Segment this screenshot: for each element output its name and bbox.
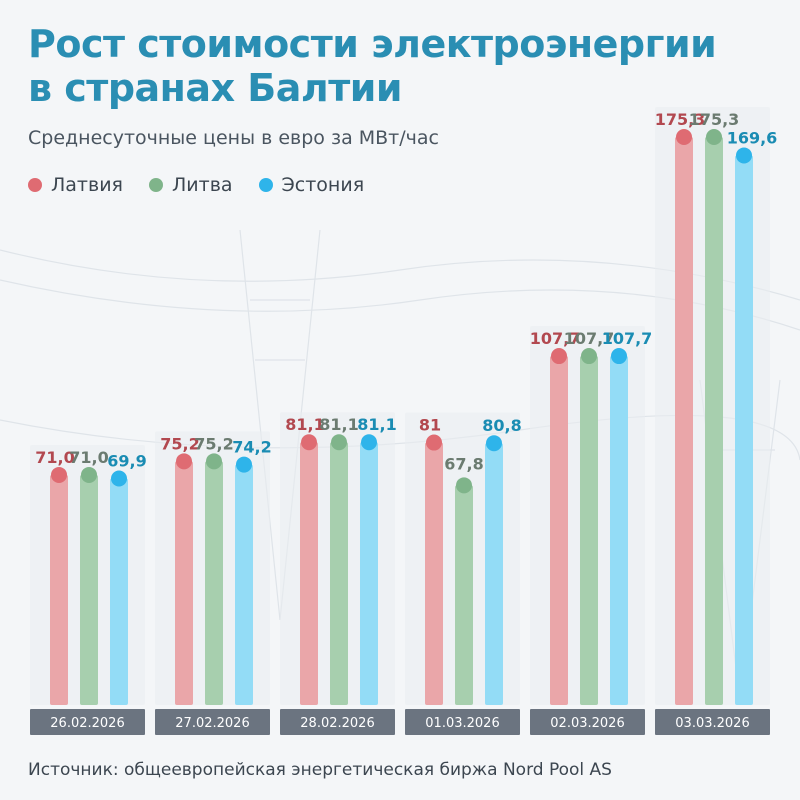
bar-latvia <box>675 137 693 705</box>
bar-marker-latvia <box>426 434 442 451</box>
data-label-estonia: 69,9 <box>107 452 146 471</box>
bar-estonia <box>735 155 753 705</box>
data-label-estonia: 80,8 <box>482 416 521 435</box>
date-box <box>530 709 645 735</box>
date-box <box>280 709 395 735</box>
legend-label-latvia: Латвия <box>51 174 123 196</box>
data-label-estonia: 81,1 <box>357 415 396 434</box>
x-tick-label: 27.02.2026 <box>175 716 249 731</box>
bar-latvia <box>425 442 443 705</box>
bar-marker-estonia <box>236 456 252 473</box>
legend-label-estonia: Эстония <box>281 174 365 196</box>
bar-marker-estonia <box>736 147 752 164</box>
bar-marker-latvia <box>301 434 317 451</box>
chart-subtitle: Среднесуточные цены в евро за МВт/час <box>28 127 439 149</box>
date-box <box>405 709 520 735</box>
date-box <box>655 709 770 735</box>
data-label-estonia: 74,2 <box>232 438 271 457</box>
bar-marker-lithuania <box>331 434 347 451</box>
bar-lithuania <box>205 461 223 705</box>
date-box <box>155 709 270 735</box>
bar-latvia <box>300 442 318 705</box>
legend-dot-lithuania <box>148 178 163 192</box>
bar-marker-lithuania <box>81 466 97 483</box>
bar-marker-lithuania <box>206 453 222 470</box>
bar-lithuania <box>330 442 348 705</box>
title-line-1: Рост стоимости электроэнергии <box>28 22 717 66</box>
data-label-estonia: 107,7 <box>602 329 653 348</box>
data-label-lithuania: 175,3 <box>689 110 740 129</box>
x-tick-label: 01.03.2026 <box>425 716 499 731</box>
bar-marker-latvia <box>51 466 67 483</box>
bar-marker-estonia <box>361 434 377 451</box>
bar-lithuania <box>455 485 473 705</box>
bar-estonia <box>485 443 503 705</box>
bar-estonia <box>610 356 628 705</box>
data-label-lithuania: 75,2 <box>194 434 233 453</box>
bar-estonia <box>110 478 128 705</box>
bar-latvia <box>175 461 193 705</box>
bar-estonia <box>360 442 378 705</box>
x-tick-label: 02.03.2026 <box>550 716 624 731</box>
bar-marker-lithuania <box>581 348 597 365</box>
bar-latvia <box>50 474 68 705</box>
bar-marker-estonia <box>111 470 127 487</box>
page-title: Рост стоимости электроэнергии в странах … <box>28 22 717 110</box>
data-label-latvia: 107,7 <box>530 329 581 348</box>
title-line-2: в странах Балтии <box>28 66 403 110</box>
x-tick-label: 28.02.2026 <box>300 716 374 731</box>
date-box <box>30 709 145 735</box>
bar-marker-lithuania <box>706 129 722 145</box>
data-label-lithuania: 67,8 <box>444 454 483 473</box>
legend-item-latvia: Латвия <box>28 174 123 196</box>
bar-marker-latvia <box>676 129 692 145</box>
chart-legend: Латвия Литва Эстония <box>28 174 364 196</box>
bar-lithuania <box>705 137 723 705</box>
x-tick-label: 03.03.2026 <box>675 716 749 731</box>
bar-estonia <box>235 464 253 705</box>
legend-item-lithuania: Литва <box>148 174 233 196</box>
data-label-estonia: 169,6 <box>727 128 778 147</box>
data-label-latvia: 175,3 <box>655 110 706 129</box>
legend-dot-estonia <box>258 178 273 192</box>
source-note: Источник: общеевропейская энергетическая… <box>28 760 612 780</box>
legend-item-estonia: Эстония <box>258 174 365 196</box>
data-label-lithuania: 71,0 <box>69 448 108 467</box>
legend-label-lithuania: Литва <box>171 174 233 196</box>
x-tick-label: 26.02.2026 <box>50 716 124 731</box>
bar-marker-latvia <box>176 453 192 470</box>
bar-latvia <box>550 356 568 705</box>
bar-marker-estonia <box>486 435 502 452</box>
data-label-latvia: 71,0 <box>35 448 74 467</box>
data-label-lithuania: 107,7 <box>564 329 615 348</box>
bar-lithuania <box>80 474 98 705</box>
data-label-latvia: 81,1 <box>285 415 324 434</box>
bar-marker-latvia <box>551 348 567 365</box>
data-label-latvia: 75,2 <box>160 434 199 453</box>
legend-dot-latvia <box>28 178 42 192</box>
bar-marker-lithuania <box>456 477 472 494</box>
data-label-lithuania: 81,1 <box>319 415 358 434</box>
bar-marker-estonia <box>611 348 627 365</box>
bar-lithuania <box>580 356 598 705</box>
data-label-latvia: 81 <box>419 416 441 435</box>
